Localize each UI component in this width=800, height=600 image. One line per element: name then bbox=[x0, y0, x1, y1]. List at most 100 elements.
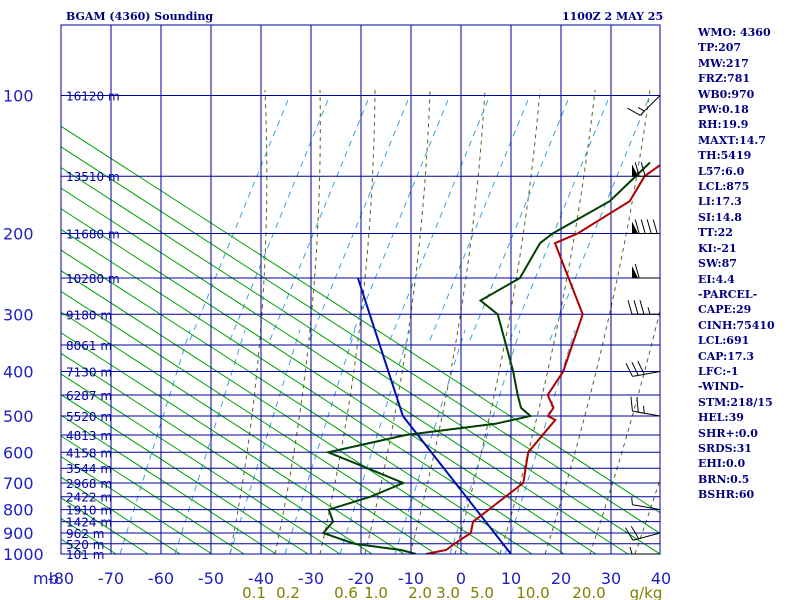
wind-barb-flag bbox=[634, 162, 640, 177]
wind-barb-flag bbox=[630, 396, 633, 412]
wind-barb-shaft bbox=[632, 532, 661, 541]
dry-adiabat-line bbox=[61, 435, 245, 554]
dry-adiabat-line bbox=[61, 228, 565, 554]
stability-index-item: LI:17.3 bbox=[698, 195, 742, 209]
plot-frame bbox=[60, 24, 661, 555]
pressure-tick-label: 900 bbox=[3, 524, 34, 543]
dry-adiabat-line bbox=[61, 455, 213, 554]
dry-adiabat-line bbox=[61, 311, 437, 554]
temperature-tick-label: -60 bbox=[148, 569, 174, 588]
stability-index-item: WMO: 4360 bbox=[698, 26, 771, 39]
height-label: 3544 m bbox=[66, 462, 112, 476]
height-label: 13510 m bbox=[66, 170, 120, 184]
pressure-tick-label: 1000 bbox=[3, 545, 44, 564]
pressure-axis-label: mb bbox=[33, 569, 59, 588]
dewpoint-line bbox=[321, 161, 651, 554]
mixing-ratio-line bbox=[174, 329, 246, 554]
pressure-tick-label: 400 bbox=[3, 363, 34, 382]
moist-adiabat-curve bbox=[409, 89, 486, 554]
temperature-line bbox=[425, 163, 660, 554]
wind-barb bbox=[631, 497, 661, 511]
temperature-tick-label: -20 bbox=[348, 569, 374, 588]
parcel-path bbox=[356, 277, 512, 554]
mixing-ratio-label: 10.0 bbox=[516, 584, 549, 600]
height-label: 1424 m bbox=[66, 516, 112, 530]
moist-adiabat-curve bbox=[499, 89, 596, 554]
wind-barb-flag bbox=[634, 219, 640, 234]
wind-barb bbox=[632, 263, 660, 279]
wind-barb-flag bbox=[625, 527, 634, 541]
stability-index-item: EHI:0.0 bbox=[698, 457, 746, 471]
wind-barb bbox=[625, 361, 661, 377]
height-label: 16120 m bbox=[66, 90, 120, 104]
temperature-tick-label: -40 bbox=[248, 569, 274, 588]
height-label: 4813 m bbox=[66, 429, 112, 443]
wind-barb-shaft bbox=[632, 504, 661, 511]
stability-index-item: MAXT:14.7 bbox=[698, 133, 766, 147]
height-label: 962 m bbox=[66, 527, 104, 541]
wind-barb-flag bbox=[627, 300, 633, 315]
height-label: 7130 m bbox=[66, 366, 112, 380]
stability-index-item: SRDS:31 bbox=[698, 441, 752, 455]
mixing-ratio-label: 0.6 bbox=[334, 584, 358, 600]
mixing-ratio-line bbox=[119, 329, 191, 554]
stability-index-item: BRN:0.5 bbox=[698, 472, 750, 486]
wind-barb-flag bbox=[625, 363, 633, 377]
temperature-tick-label: -30 bbox=[298, 569, 324, 588]
pressure-tick-label: 100 bbox=[3, 87, 34, 106]
wind-barb bbox=[632, 219, 660, 235]
stability-index-item: CAPE:29 bbox=[698, 303, 752, 317]
sounding-title: BGAM (4360) Sounding bbox=[66, 10, 214, 23]
mixing-ratio-line bbox=[429, 94, 531, 341]
dry-adiabat-line bbox=[61, 352, 373, 554]
wind-barb-half-flag bbox=[647, 307, 651, 315]
wind-barb bbox=[632, 162, 660, 177]
dry-adiabat-line bbox=[61, 125, 660, 514]
stability-index-item: LCL:875 bbox=[698, 180, 750, 194]
stability-index-item: TP:207 bbox=[698, 41, 742, 55]
stability-index-item: SW:87 bbox=[698, 257, 737, 271]
stability-index-item: CINH:75410 bbox=[698, 318, 775, 332]
wind-barb-flag bbox=[639, 300, 645, 315]
mixing-ratio-line bbox=[389, 94, 491, 341]
height-label: 8061 m bbox=[66, 339, 112, 353]
wind-barb-half-flag bbox=[629, 546, 633, 555]
wind-barb-shaft bbox=[632, 371, 661, 377]
pressure-tick-label: 500 bbox=[3, 407, 34, 426]
height-labels: 16120 m 13510 m 11680 m 10280 m 9180 m 8061 m… bbox=[66, 90, 120, 563]
mixing-ratio-line bbox=[309, 94, 411, 341]
wind-barb-pennant bbox=[632, 265, 638, 278]
height-label: 2422 m bbox=[66, 491, 112, 505]
wind-barb bbox=[627, 300, 660, 315]
stability-index-item: BSHR:60 bbox=[698, 488, 755, 502]
wind-barb-flag bbox=[627, 107, 641, 116]
height-label: 2968 m bbox=[66, 477, 112, 491]
height-label: 1910 m bbox=[66, 504, 112, 518]
mixing-ratio-line bbox=[229, 94, 331, 341]
temperature-tick-label: 40 bbox=[651, 569, 671, 588]
moist-adiabat-curve bbox=[364, 89, 431, 554]
stability-index-item: TH:5419 bbox=[698, 149, 752, 163]
stability-index-item: -PARCEL- bbox=[698, 287, 758, 301]
wind-barb-flag bbox=[630, 525, 640, 539]
temperature-tick-label: 30 bbox=[601, 569, 621, 588]
pressure-axis: 100 200 300 400 500 600 700 800 900 1000 mb bbox=[3, 87, 59, 589]
dry-adiabat-line bbox=[61, 249, 533, 554]
height-label: 10280 m bbox=[66, 272, 120, 286]
wind-barb bbox=[625, 525, 661, 541]
moist-adiabat-curve bbox=[319, 89, 376, 554]
temperature-axis: -80 -70 -60 -50 -40 -30 -20 -10 0 10 20 30 40 bbox=[48, 569, 671, 588]
temperature-profile bbox=[425, 163, 660, 554]
mixing-ratio-label: 0.2 bbox=[276, 584, 300, 600]
temperature-tick-label: 20 bbox=[551, 569, 571, 588]
wind-barb-flag bbox=[636, 397, 639, 413]
mixing-ratio-label: 5.0 bbox=[470, 584, 494, 600]
plot-border bbox=[60, 24, 661, 555]
stability-index-item: WB0:970 bbox=[698, 87, 755, 101]
mixing-ratio-line bbox=[229, 329, 301, 554]
wind-barb-flag bbox=[652, 219, 658, 234]
temperature-tick-label: -50 bbox=[198, 569, 224, 588]
dewpoint-profile bbox=[321, 161, 651, 554]
dry-adiabat-line bbox=[61, 373, 341, 554]
